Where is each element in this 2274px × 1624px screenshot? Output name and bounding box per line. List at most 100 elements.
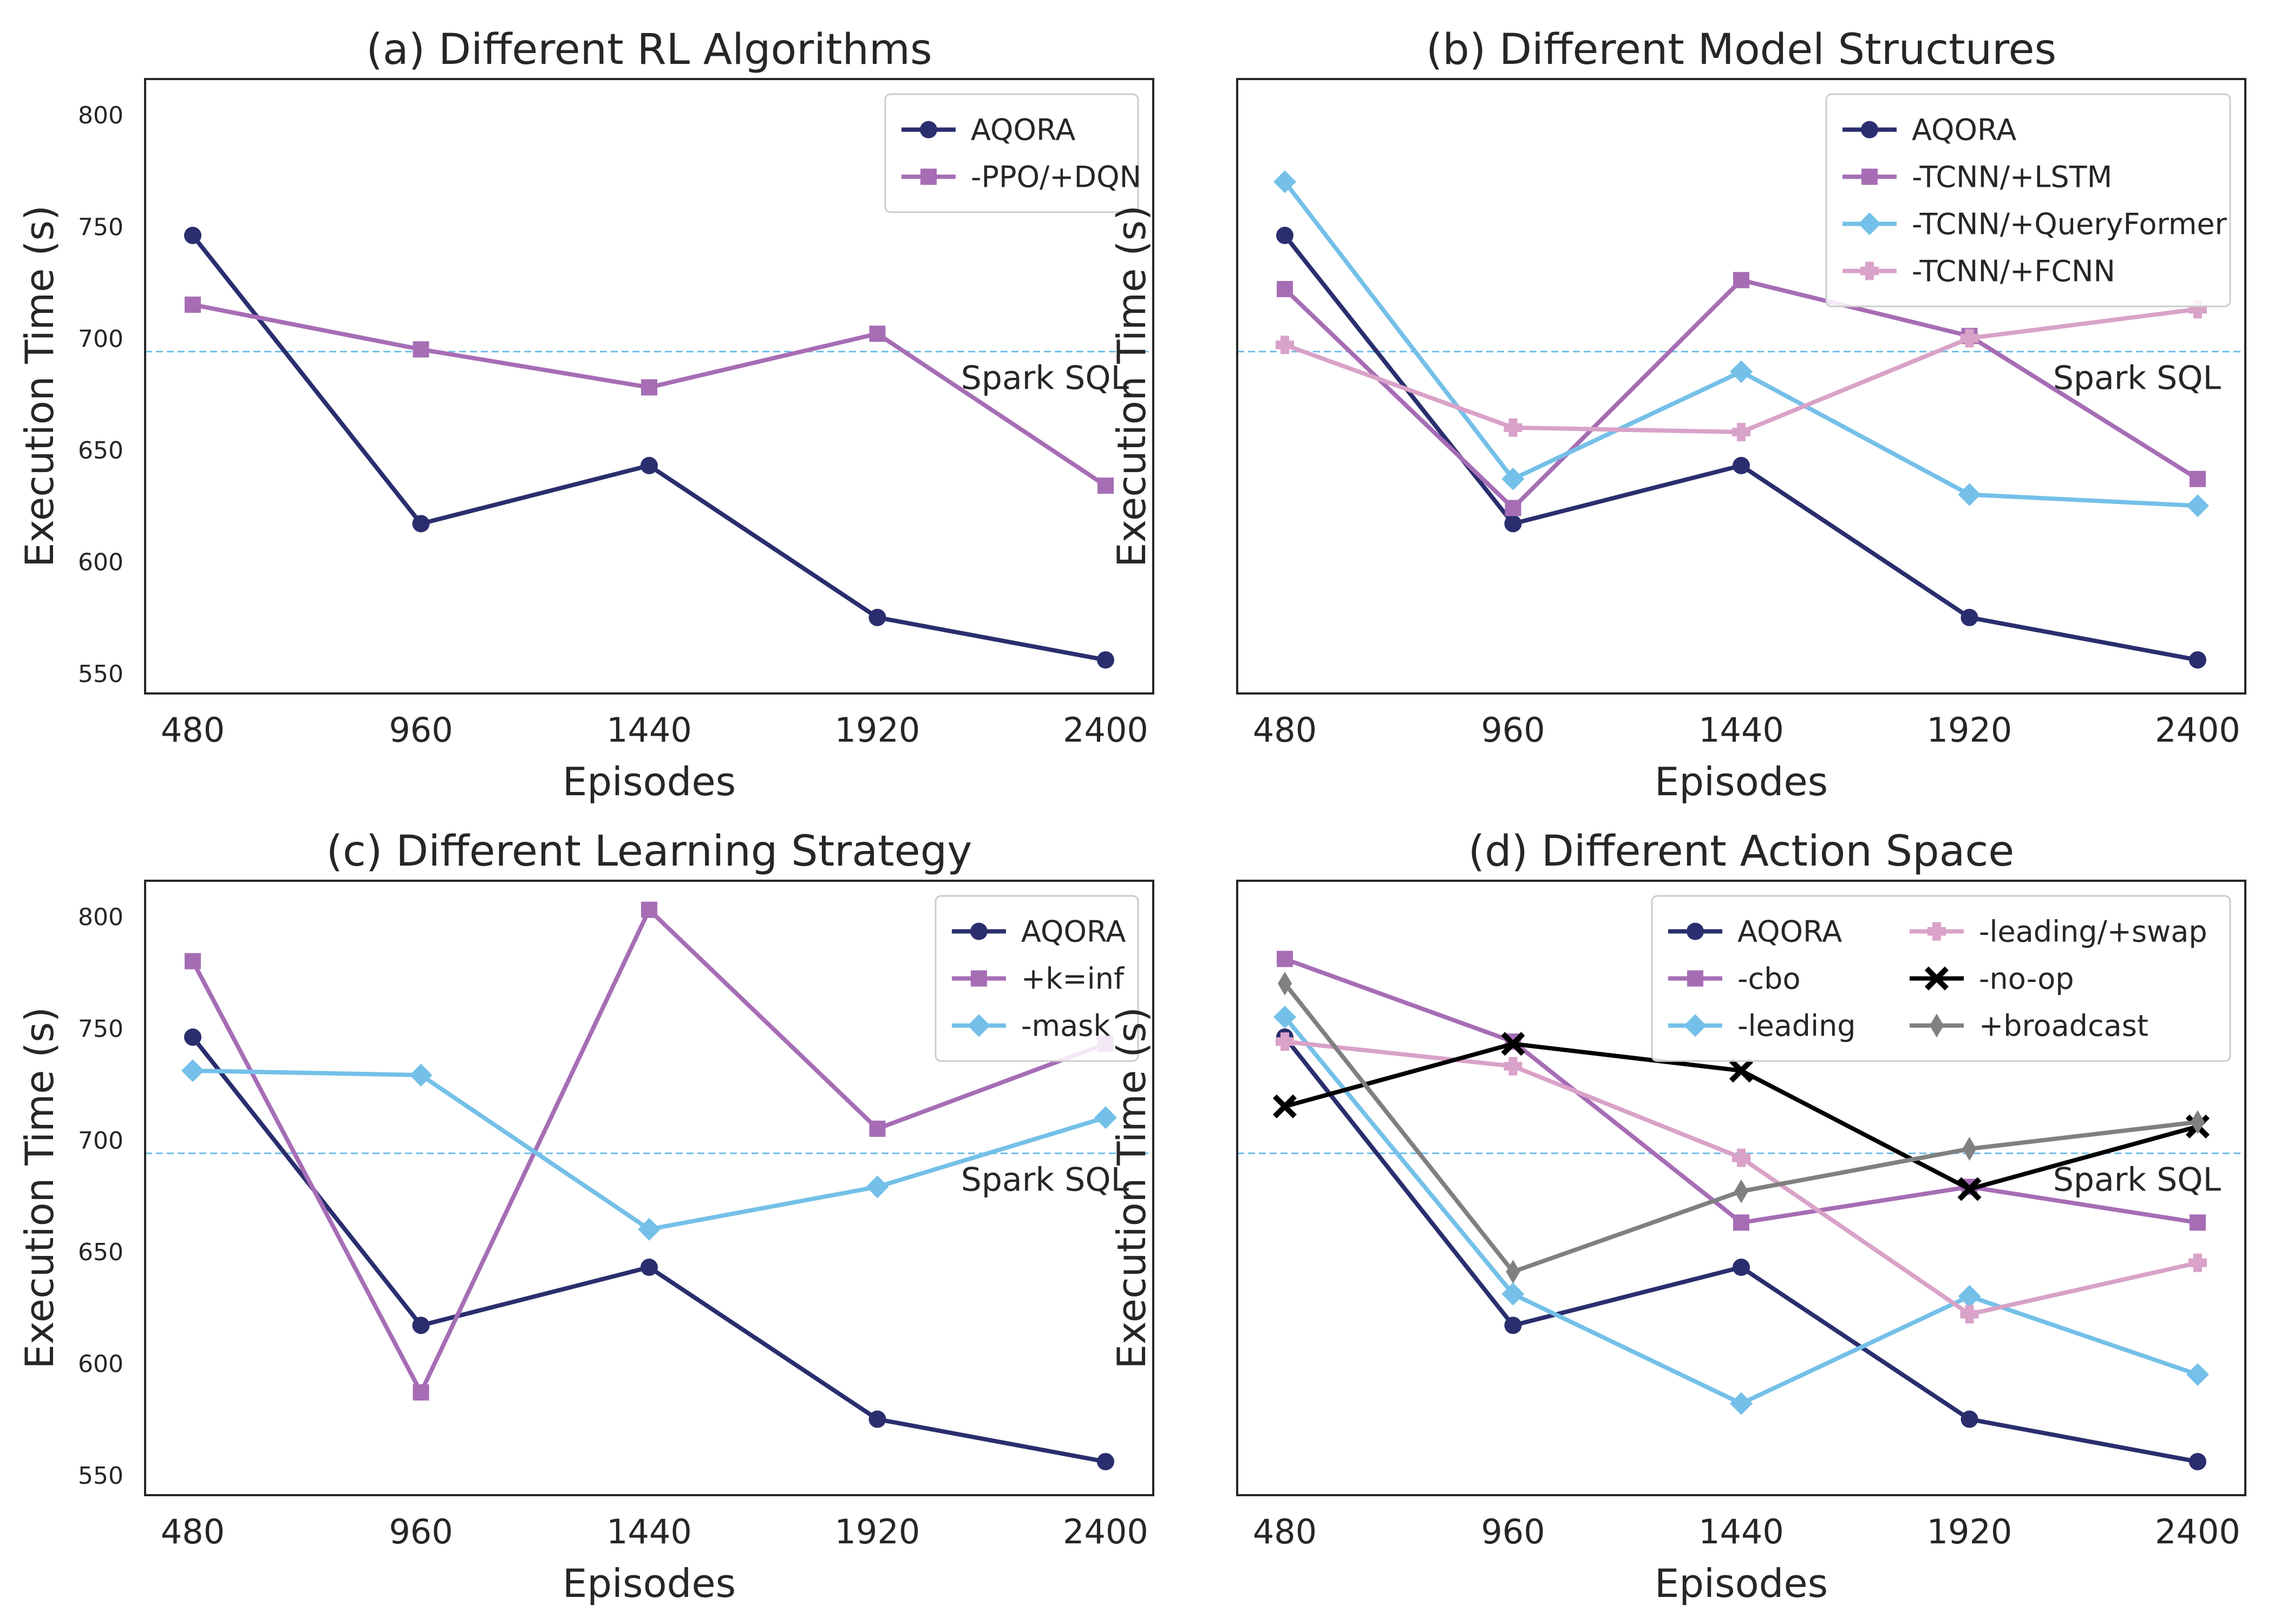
- data-point-aqora: [641, 457, 658, 475]
- data-point-aqora: [1961, 608, 1978, 626]
- y-tick-label: 800: [78, 102, 123, 129]
- legend-item-leading-swap: -leading/+swap: [1910, 915, 2207, 949]
- data-point-leading: [1273, 1005, 1296, 1029]
- data-point-cbo: [1733, 1214, 1749, 1231]
- y-tick-label: 550: [78, 1462, 123, 1490]
- legend-marker: [1684, 1014, 1707, 1037]
- legend-marker: [1860, 261, 1879, 280]
- spark-sql-label: Spark SQL: [961, 359, 1129, 397]
- x-tick-label: 2400: [2155, 710, 2240, 750]
- data-point-mask: [1094, 1106, 1117, 1129]
- data-point-tcnn-fcnn: [1732, 423, 1750, 442]
- x-tick-label: 2400: [2155, 1512, 2240, 1551]
- y-tick-label: 600: [78, 548, 123, 576]
- y-tick-label: 800: [78, 903, 123, 931]
- x-tick-label: 480: [1253, 1512, 1317, 1551]
- series-mask: [181, 1059, 1117, 1241]
- data-point-no-op: [1729, 1058, 1754, 1083]
- data-point-aqora: [412, 1317, 430, 1334]
- data-point-broadcast: [2191, 1110, 2205, 1134]
- x-axis-label: Episodes: [1655, 759, 1828, 804]
- plot-frame: [1236, 78, 2246, 695]
- data-point-aqora: [1733, 1259, 1750, 1276]
- data-point-aqora: [1733, 457, 1750, 475]
- legend-marker: [1924, 966, 1949, 991]
- x-tick-label: 1920: [835, 710, 920, 750]
- y-axis-label: Execution Time (s): [17, 205, 62, 567]
- legend-item-aqora: AQORA: [1842, 113, 2016, 147]
- legend-label: AQORA: [1737, 915, 1842, 949]
- x-tick-label: 960: [389, 710, 453, 750]
- data-point-aqora: [2189, 1453, 2206, 1471]
- y-tick-label: 750: [78, 213, 123, 241]
- legend-marker: [920, 168, 937, 185]
- panel-b: (b) Different Model Structures Spark SQL 4…: [1109, 25, 2246, 804]
- spark-sql-label: Spark SQL: [961, 1161, 1129, 1199]
- legend-item-aqora: AQORA: [1668, 915, 1842, 949]
- legend-marker: [971, 970, 987, 987]
- legend-label: AQORA: [1912, 113, 2016, 147]
- legend-label: -leading: [1737, 1009, 1856, 1043]
- data-point-no-op: [1957, 1177, 1982, 1201]
- panel-title: (a) Different RL Algorithms: [366, 25, 932, 74]
- legend-marker: [1687, 970, 1703, 987]
- data-point-k-inf: [413, 1384, 429, 1401]
- legend-item-leading: -leading: [1668, 1009, 1856, 1043]
- data-point-aqora: [1961, 1410, 1978, 1428]
- data-point-leading-swap: [1276, 1032, 1294, 1051]
- panel-a: (a) Different RL Algorithms Spark SQL 480 9…: [17, 25, 1154, 804]
- data-point-aqora: [1097, 651, 1114, 669]
- data-point-leading: [1501, 1282, 1525, 1306]
- data-point-no-op: [1501, 1032, 1525, 1056]
- data-point-tcnn-queryformer: [1501, 467, 1525, 490]
- x-axis-label: Episodes: [1655, 1561, 1828, 1606]
- data-point-aqora: [868, 1410, 886, 1428]
- data-point-no-op: [1272, 1094, 1297, 1118]
- legend-box: [884, 93, 1139, 213]
- legend-marker: [1861, 121, 1878, 139]
- panel-title: (c) Different Learning Strategy: [326, 827, 972, 876]
- data-point-leading: [2186, 1363, 2209, 1386]
- data-point-aqora: [184, 1028, 201, 1046]
- data-point-leading-swap: [1960, 1305, 1979, 1324]
- legend-label: +broadcast: [1979, 1009, 2148, 1043]
- data-point-broadcast: [1962, 1137, 1977, 1161]
- data-point-leading-swap: [1504, 1057, 1522, 1076]
- series-broadcast: [1278, 971, 2205, 1284]
- legend-item-tcnn-lstm: -TCNN/+LSTM: [1842, 160, 2112, 194]
- data-point-tcnn-lstm: [1733, 272, 1749, 289]
- legend-marker: [1858, 212, 1881, 235]
- x-tick-label: 2400: [1063, 1512, 1148, 1551]
- data-point-aqora: [1504, 1317, 1522, 1334]
- y-tick-label: 700: [78, 325, 123, 353]
- legend-item-ppo-dqn: -PPO/+DQN: [901, 160, 1141, 194]
- x-tick-label: 480: [161, 1512, 225, 1551]
- series-tcnn-queryformer: [1273, 170, 2209, 518]
- data-point-leading-swap: [1732, 1148, 1750, 1167]
- x-tick-label: 2400: [1063, 710, 1148, 750]
- legend-label: +k=inf: [1021, 962, 1125, 996]
- data-point-cbo: [1277, 951, 1293, 967]
- x-tick-label: 1440: [606, 710, 692, 750]
- data-point-aqora: [1504, 515, 1522, 533]
- legend: AQORA -TCNN/+LSTM -TCNN/+QueryFormer -TCNN/…: [1825, 93, 2231, 307]
- legend-item-aqora: AQORA: [901, 113, 1075, 147]
- x-tick-label: 960: [389, 1512, 453, 1551]
- y-tick-label: 550: [78, 660, 123, 688]
- data-point-tcnn-queryformer: [2186, 494, 2209, 518]
- legend-item-broadcast: +broadcast: [1910, 1009, 2148, 1043]
- plot-frame: [144, 78, 1154, 695]
- legend-item-tcnn-queryformer: -TCNN/+QueryFormer: [1842, 207, 2227, 241]
- data-point-aqora: [412, 515, 430, 533]
- data-point-leading-swap: [2188, 1253, 2207, 1272]
- x-tick-label: 480: [1253, 710, 1317, 750]
- data-point-tcnn-lstm: [1505, 500, 1521, 516]
- y-axis-label: Execution Time (s): [1109, 1007, 1154, 1369]
- legend-label: AQORA: [971, 113, 1075, 147]
- data-point-aqora: [184, 226, 201, 244]
- x-tick-label: 1440: [606, 1512, 692, 1551]
- data-point-mask: [638, 1217, 661, 1241]
- data-point-leading: [1958, 1285, 1981, 1308]
- data-point-ppo-dqn: [185, 296, 201, 313]
- panel-d: (d) Different Action Space Spark SQL 480 96…: [1109, 827, 2246, 1606]
